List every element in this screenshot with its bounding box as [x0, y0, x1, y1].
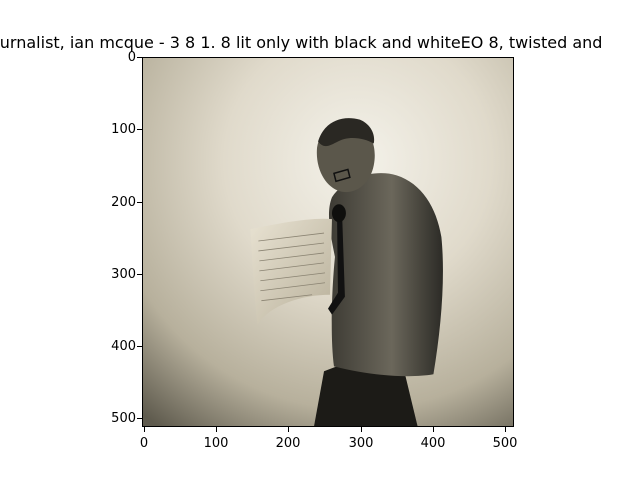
- man-with-microphone-photo: [143, 58, 513, 426]
- x-tick-mark: [144, 427, 145, 432]
- microphone-stand: [328, 209, 345, 315]
- glasses-shape: [333, 168, 351, 183]
- figure-title: ournalist, ian mcque - 3 8 1. 8 lit only…: [0, 33, 603, 52]
- microphone-head: [331, 204, 346, 223]
- x-tick-mark: [288, 427, 289, 432]
- y-tick-label: 300: [111, 267, 136, 282]
- y-tick-label: 0: [127, 50, 136, 65]
- y-tick-label: 500: [111, 411, 136, 426]
- y-tick-label: 100: [111, 122, 136, 137]
- y-tick-label: 400: [111, 339, 136, 354]
- y-tick-mark: [137, 346, 142, 347]
- paper-sheet: [250, 218, 332, 325]
- trousers-shape: [314, 361, 418, 426]
- x-tick-label: 300: [348, 436, 374, 451]
- x-tick-label: 400: [420, 436, 446, 451]
- x-tick-label: 0: [139, 436, 149, 451]
- y-tick-mark: [137, 202, 142, 203]
- x-tick-label: 100: [203, 436, 229, 451]
- y-tick-mark: [137, 129, 142, 130]
- x-tick-mark: [361, 427, 362, 432]
- image-axes: 0 100 200 300 400 500 0 100 200 300 400 …: [111, 51, 517, 451]
- x-tick-mark: [433, 427, 434, 432]
- x-tick-label: 200: [275, 436, 301, 451]
- x-tick-mark: [505, 427, 506, 432]
- photo-panel: [142, 57, 514, 427]
- x-tick-label: 500: [492, 436, 518, 451]
- y-tick-mark: [137, 274, 142, 275]
- paper-text-lines: [258, 232, 326, 302]
- y-tick-mark: [137, 57, 142, 58]
- sweater-shape: [328, 173, 443, 377]
- hair-shape: [318, 118, 375, 147]
- y-tick-label: 200: [111, 195, 136, 210]
- y-tick-mark: [137, 418, 142, 419]
- x-tick-mark: [216, 427, 217, 432]
